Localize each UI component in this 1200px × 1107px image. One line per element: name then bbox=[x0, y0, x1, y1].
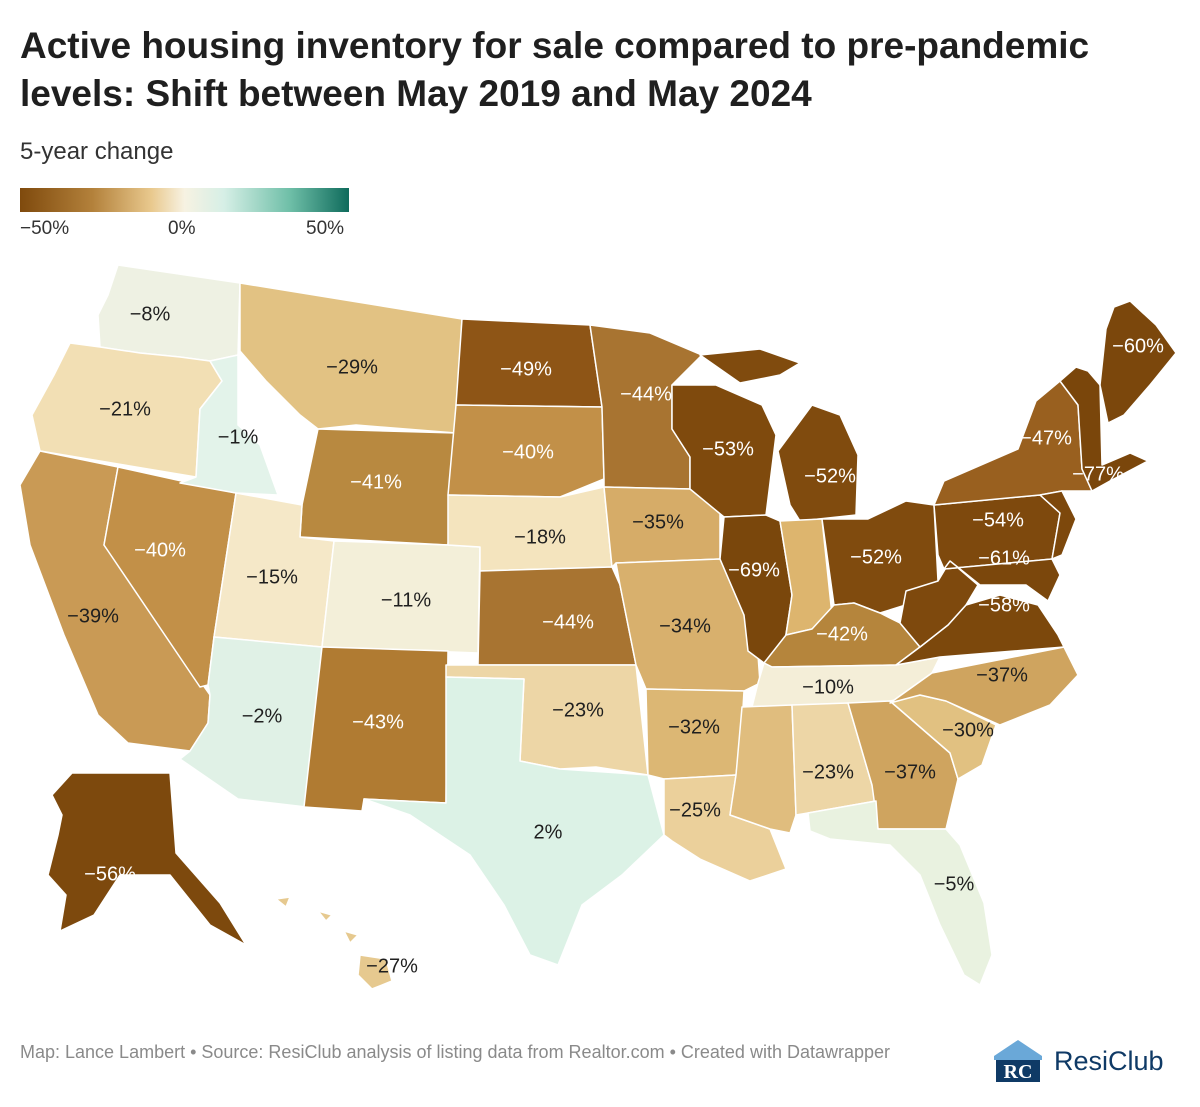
state-shape-wv[interactable] bbox=[899, 560, 979, 648]
state-label-or: −21% bbox=[99, 398, 151, 420]
state-label-sc: −30% bbox=[942, 719, 994, 741]
state-label-wy: −41% bbox=[350, 471, 402, 493]
state-md[interactable] bbox=[943, 558, 1061, 602]
state-label-ks: −44% bbox=[542, 611, 594, 633]
us-map-svg: −8% −21% −39% −40% −1% −29% −41% −15% −11% −2% −43… bbox=[19, 264, 1177, 990]
state-label-wi: −53% bbox=[702, 438, 754, 460]
state-me[interactable] bbox=[1099, 300, 1177, 424]
state-wy[interactable] bbox=[299, 428, 457, 546]
state-label-ne-new: −77% bbox=[1072, 463, 1124, 485]
state-label-pa: −54% bbox=[972, 509, 1024, 531]
state-tx[interactable] bbox=[363, 676, 665, 966]
state-label-ar: −32% bbox=[668, 716, 720, 738]
state-label-oh: −52% bbox=[850, 546, 902, 568]
source-credit: Map: Lance Lambert • Source: ResiClub an… bbox=[20, 1042, 891, 1062]
state-label-ia: −35% bbox=[632, 511, 684, 533]
state-label-mi: −52% bbox=[804, 465, 856, 487]
state-label-ga: −37% bbox=[884, 761, 936, 783]
state-label-nc: −37% bbox=[976, 664, 1028, 686]
state-shape-hi[interactable] bbox=[275, 896, 393, 990]
state-label-tn: −10% bbox=[802, 676, 854, 698]
state-label-hi: −27% bbox=[366, 955, 418, 977]
state-label-me: −60% bbox=[1112, 335, 1164, 357]
state-label-ak: −56% bbox=[84, 863, 136, 885]
brand-name: ResiClub bbox=[1054, 1046, 1164, 1076]
legend-tick-mid: 0% bbox=[168, 218, 196, 239]
state-label-mo: −34% bbox=[659, 615, 711, 637]
state-shape-tx[interactable] bbox=[363, 676, 665, 966]
state-label-id: −1% bbox=[218, 426, 259, 448]
state-label-nd: −49% bbox=[500, 358, 552, 380]
state-ne-new[interactable] bbox=[1059, 366, 1149, 492]
state-label-co: −11% bbox=[381, 589, 431, 611]
choropleth-map: −8% −21% −39% −40% −1% −29% −41% −15% −11% −2% −43… bbox=[0, 255, 1200, 1015]
state-label-nv: −40% bbox=[134, 539, 186, 561]
state-shape-fl[interactable] bbox=[807, 800, 993, 986]
state-label-md: −61% bbox=[978, 547, 1030, 569]
brand-logo: RC ResiClub bbox=[992, 1036, 1182, 1086]
state-label-fl: −5% bbox=[934, 873, 975, 895]
state-ak[interactable] bbox=[47, 772, 247, 946]
state-label-nm: −43% bbox=[352, 711, 404, 733]
state-label-ne: −18% bbox=[514, 526, 566, 548]
state-mi[interactable] bbox=[699, 348, 859, 522]
state-label-mn: −44% bbox=[620, 383, 672, 405]
state-shape-nc[interactable] bbox=[889, 646, 1079, 726]
state-shape-me[interactable] bbox=[1099, 300, 1177, 424]
state-shape-ms[interactable] bbox=[729, 704, 797, 834]
legend-tick-max: 50% bbox=[306, 218, 345, 239]
state-label-va: −58% bbox=[978, 594, 1030, 616]
state-hi[interactable] bbox=[275, 896, 393, 990]
state-shape-wy[interactable] bbox=[299, 428, 457, 546]
state-shape-ne-new[interactable] bbox=[1059, 366, 1149, 492]
state-label-wa: −8% bbox=[130, 303, 171, 325]
state-label-tx: 2% bbox=[534, 821, 563, 843]
state-shape-ak[interactable] bbox=[47, 772, 247, 946]
state-label-ut: −15% bbox=[246, 566, 298, 588]
state-label-ny: −47% bbox=[1020, 427, 1072, 449]
state-ms[interactable] bbox=[729, 704, 797, 834]
state-fl[interactable] bbox=[807, 800, 993, 986]
legend-color-bar bbox=[20, 188, 349, 212]
state-shape-sd[interactable] bbox=[447, 404, 605, 498]
state-label-ok: −23% bbox=[552, 699, 604, 721]
state-shape-mi[interactable] bbox=[699, 348, 859, 522]
svg-text:RC: RC bbox=[1004, 1061, 1033, 1083]
state-label-la: −25% bbox=[669, 799, 721, 821]
map-title: Active housing inventory for sale compar… bbox=[20, 25, 1090, 114]
state-label-sd: −40% bbox=[502, 441, 554, 463]
state-wv[interactable] bbox=[899, 560, 979, 648]
state-label-mt: −29% bbox=[326, 356, 378, 378]
state-nc[interactable] bbox=[889, 646, 1079, 726]
state-sd[interactable] bbox=[447, 404, 605, 498]
state-shape-md[interactable] bbox=[943, 558, 1061, 602]
state-label-ky: −42% bbox=[816, 623, 868, 645]
state-label-ca: −39% bbox=[67, 605, 119, 627]
resiclub-logo-icon: RC bbox=[994, 1040, 1042, 1083]
legend-tick-min: −50% bbox=[20, 218, 70, 239]
state-shape-nj[interactable] bbox=[1039, 490, 1077, 560]
state-label-al: −23% bbox=[802, 761, 854, 783]
state-label-az: −2% bbox=[242, 705, 283, 727]
legend-title: 5-year change bbox=[20, 138, 174, 165]
state-label-il: −69% bbox=[728, 559, 780, 581]
state-nj[interactable] bbox=[1039, 490, 1077, 560]
